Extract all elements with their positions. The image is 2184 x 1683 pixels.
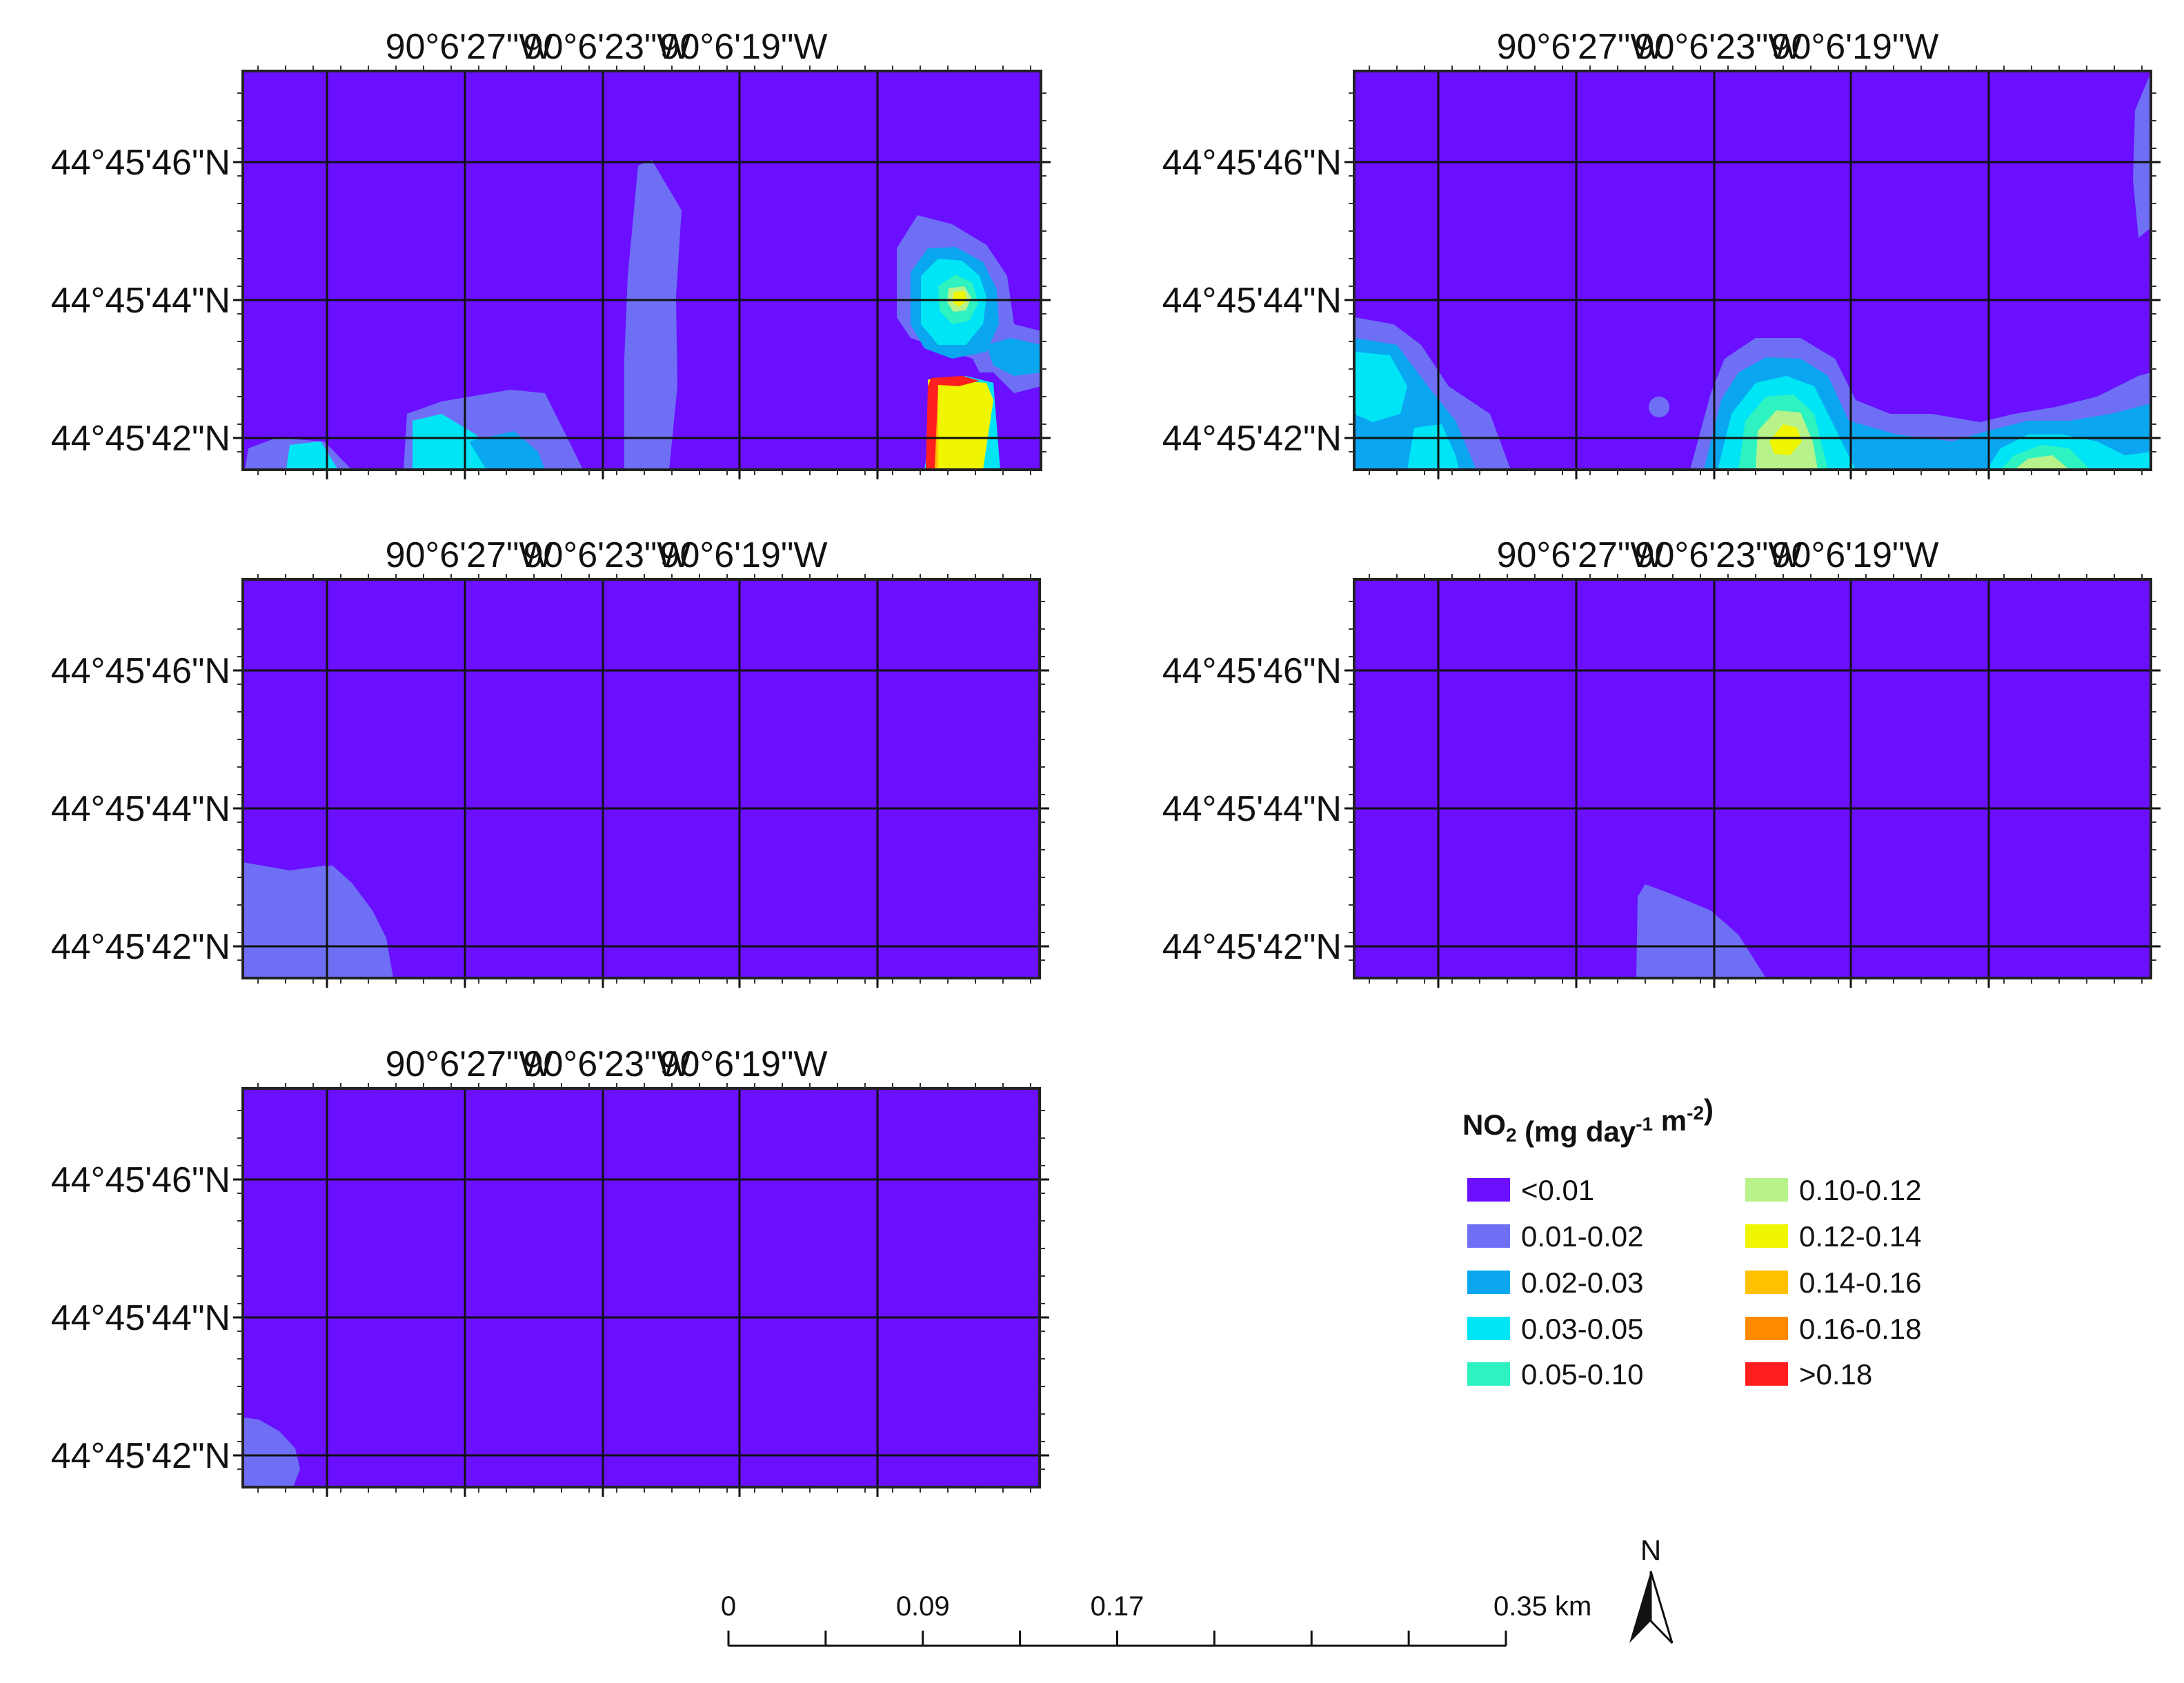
longitude-label: 90°6'27"W [1497, 535, 1665, 575]
longitude-label: 90°6'19"W [660, 535, 828, 575]
longitude-label: 90°6'23"W [1635, 535, 1803, 575]
legend-swatch [1467, 1271, 1510, 1294]
scale-bar-label: 0.35 km [1493, 1591, 1591, 1622]
legend-swatch [1467, 1224, 1510, 1248]
legend-swatch [1467, 1362, 1510, 1386]
latitude-label: 44°45'42"N [51, 927, 230, 967]
graticule [1344, 71, 2161, 479]
legend-label: 0.16-0.18 [1799, 1313, 1921, 1345]
legend-label: >0.18 [1799, 1358, 1872, 1391]
latitude-label: 44°45'42"N [51, 419, 230, 459]
legend-label: <0.01 [1521, 1174, 1594, 1206]
longitude-label: 90°6'19"W [1771, 27, 1939, 67]
longitude-label: 90°6'27"W [386, 1044, 553, 1084]
longitude-label: 90°6'19"W [660, 1044, 828, 1084]
latitude-label: 44°45'46"N [51, 1160, 230, 1200]
latitude-label: 44°45'46"N [1162, 143, 1342, 183]
latitude-label: 44°45'44"N [51, 1298, 230, 1338]
legend-swatch [1467, 1178, 1510, 1202]
legend-label: 0.10-0.12 [1799, 1174, 1921, 1206]
legend-swatch [1467, 1317, 1510, 1340]
legend-item: 0.01-0.02 [1467, 1220, 1643, 1253]
legend-item: 0.16-0.18 [1745, 1313, 1921, 1345]
longitude-label: 90°6'27"W [386, 27, 553, 67]
map-panel-5: 90°6'27"W90°6'23"W90°6'19"W 44°45'46"N 44°… [51, 1044, 1049, 1497]
longitude-label: 90°6'19"W [660, 27, 828, 67]
latitude-label: 44°45'46"N [51, 143, 230, 183]
latitude-label: 44°45'42"N [51, 1436, 230, 1476]
legend-item: 0.05-0.10 [1467, 1358, 1643, 1391]
scale-bar-label: 0.09 [896, 1591, 950, 1622]
concentration-contours [1636, 884, 1766, 978]
legend-item: 0.03-0.05 [1467, 1313, 1643, 1345]
scale-bar-label: 0 [721, 1591, 736, 1622]
latitude-label: 44°45'44"N [51, 789, 230, 829]
longitude-label: 90°6'23"W [524, 1044, 691, 1084]
legend-label: 0.12-0.14 [1799, 1220, 1921, 1253]
legend-item: <0.01 [1467, 1174, 1594, 1206]
longitude-label: 90°6'23"W [1635, 27, 1803, 67]
legend-label: 0.14-0.16 [1799, 1266, 1921, 1299]
latitude-label: 44°45'44"N [1162, 281, 1342, 321]
north-label: N [1640, 1534, 1661, 1566]
legend-item: 0.02-0.03 [1467, 1266, 1643, 1299]
scale-bar-label: 0.17 [1091, 1591, 1144, 1622]
scale-bar: 0 0.09 0.17 0.35 km [721, 1591, 1591, 1647]
legend: NO2 (mg day-1 m-2) <0.01 0.01-0.02 0.02-0.0… [1462, 1093, 1922, 1391]
longitude-label: 90°6'23"W [524, 535, 691, 575]
legend-swatch [1745, 1271, 1788, 1294]
map-panel-3: 90°6'27"W90°6'23"W90°6'19"W 44°45'46"N 44°… [51, 535, 1049, 988]
legend-label: 0.01-0.02 [1521, 1220, 1643, 1253]
latitude-label: 44°45'46"N [51, 651, 230, 691]
concentration-contours [245, 160, 1041, 470]
legend-label: 0.03-0.05 [1521, 1313, 1643, 1345]
graticule [233, 579, 1049, 988]
longitude-label: 90°6'23"W [524, 27, 691, 67]
north-arrow: N [1629, 1534, 1674, 1644]
legend-swatch [1745, 1224, 1788, 1248]
legend-item: >0.18 [1745, 1358, 1872, 1391]
latitude-label: 44°45'42"N [1162, 419, 1342, 459]
concentration-contours [243, 862, 393, 978]
latitude-label: 44°45'44"N [51, 281, 230, 321]
legend-item: 0.14-0.16 [1745, 1266, 1921, 1299]
legend-item: 0.12-0.14 [1745, 1220, 1921, 1253]
legend-label: 0.02-0.03 [1521, 1266, 1643, 1299]
north-arrow-icon [1629, 1571, 1651, 1643]
latitude-label: 44°45'42"N [1162, 927, 1342, 967]
graticule [1344, 579, 2161, 988]
map-panel-2: 90°6'27"W90°6'23"W90°6'19"W 44°45'46"N 44°… [1162, 27, 2161, 479]
legend-swatch [1745, 1317, 1788, 1340]
latitude-label: 44°45'44"N [1162, 789, 1342, 829]
latitude-label: 44°45'46"N [1162, 651, 1342, 691]
legend-title: NO2 (mg day-1 m-2) [1462, 1093, 1714, 1148]
legend-swatch [1745, 1362, 1788, 1386]
map-panel-1: 90°6'27"W90°6'23"W90°6'19"W 44°45'46"N 44°… [51, 27, 1051, 479]
graticule [233, 1088, 1049, 1497]
concentration-contours [1354, 72, 2151, 470]
longitude-label: 90°6'27"W [386, 535, 553, 575]
graticule [233, 71, 1051, 479]
map-panel-4: 90°6'27"W90°6'23"W90°6'19"W 44°45'46"N 44°… [1162, 535, 2161, 988]
legend-item: 0.10-0.12 [1745, 1174, 1921, 1206]
legend-swatch [1745, 1178, 1788, 1202]
longitude-label: 90°6'19"W [1771, 535, 1939, 575]
concentration-contours [243, 1417, 300, 1487]
longitude-label: 90°6'27"W [1497, 27, 1665, 67]
legend-label: 0.05-0.10 [1521, 1358, 1643, 1391]
